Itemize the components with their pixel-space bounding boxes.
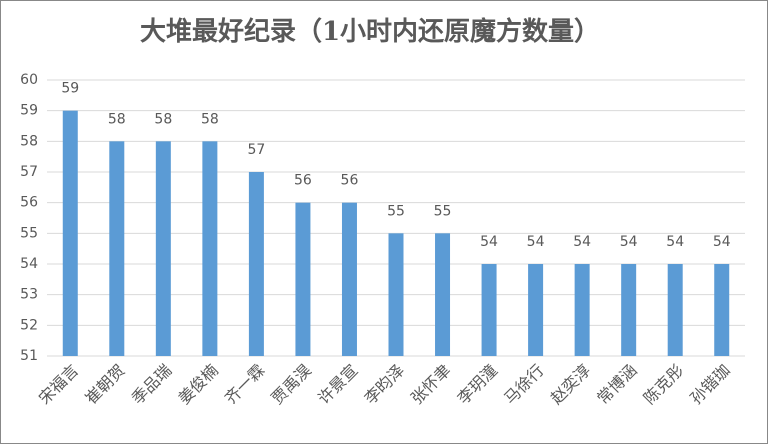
data-label: 54 bbox=[620, 234, 638, 250]
y-tick-label: 51 bbox=[20, 348, 38, 364]
data-label: 59 bbox=[61, 81, 79, 97]
data-label: 54 bbox=[666, 234, 684, 250]
data-label: 57 bbox=[247, 142, 265, 158]
data-label: 54 bbox=[573, 234, 591, 250]
y-tick-label: 59 bbox=[20, 103, 38, 119]
y-tick-label: 52 bbox=[20, 317, 38, 333]
bar bbox=[248, 172, 264, 356]
bar bbox=[341, 202, 357, 356]
bar bbox=[481, 264, 497, 356]
chart-title: 大堆最好纪录（1小时内还原魔方数量） bbox=[140, 16, 600, 47]
data-label: 55 bbox=[387, 203, 405, 219]
bar bbox=[574, 264, 590, 356]
bar bbox=[295, 202, 311, 356]
data-label: 56 bbox=[341, 173, 359, 189]
bar bbox=[435, 233, 451, 356]
data-label: 54 bbox=[480, 234, 498, 250]
y-tick-label: 54 bbox=[20, 256, 38, 272]
bar bbox=[667, 264, 683, 356]
bar bbox=[388, 233, 404, 356]
y-tick-label: 55 bbox=[20, 225, 38, 241]
data-label: 55 bbox=[434, 203, 452, 219]
bar bbox=[109, 141, 125, 356]
data-label: 58 bbox=[154, 111, 172, 127]
data-label: 56 bbox=[294, 173, 312, 189]
bar bbox=[621, 264, 637, 356]
y-tick-label: 58 bbox=[20, 133, 38, 149]
y-tick-label: 53 bbox=[20, 287, 38, 303]
data-label: 54 bbox=[713, 234, 731, 250]
bar bbox=[155, 141, 171, 356]
data-label: 54 bbox=[527, 234, 545, 250]
data-label: 58 bbox=[201, 111, 219, 127]
bar bbox=[62, 110, 78, 357]
y-tick-label: 57 bbox=[20, 164, 38, 180]
data-label: 58 bbox=[108, 111, 126, 127]
bar bbox=[714, 264, 730, 356]
bar bbox=[528, 264, 544, 356]
y-tick-label: 60 bbox=[20, 72, 38, 88]
bar bbox=[202, 141, 218, 356]
y-tick-label: 56 bbox=[20, 195, 38, 211]
